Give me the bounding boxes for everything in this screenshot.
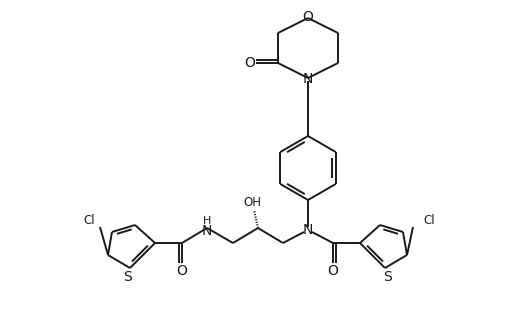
Text: N: N: [202, 224, 212, 238]
Text: N: N: [303, 72, 313, 86]
Text: S: S: [383, 270, 391, 284]
Text: H: H: [203, 216, 211, 226]
Text: S: S: [123, 270, 133, 284]
Text: O: O: [328, 264, 338, 278]
Text: OH: OH: [243, 197, 261, 210]
Text: Cl: Cl: [423, 215, 435, 227]
Text: O: O: [244, 56, 256, 70]
Text: N: N: [303, 223, 313, 237]
Text: O: O: [303, 10, 313, 24]
Text: Cl: Cl: [83, 215, 95, 227]
Text: O: O: [177, 264, 187, 278]
